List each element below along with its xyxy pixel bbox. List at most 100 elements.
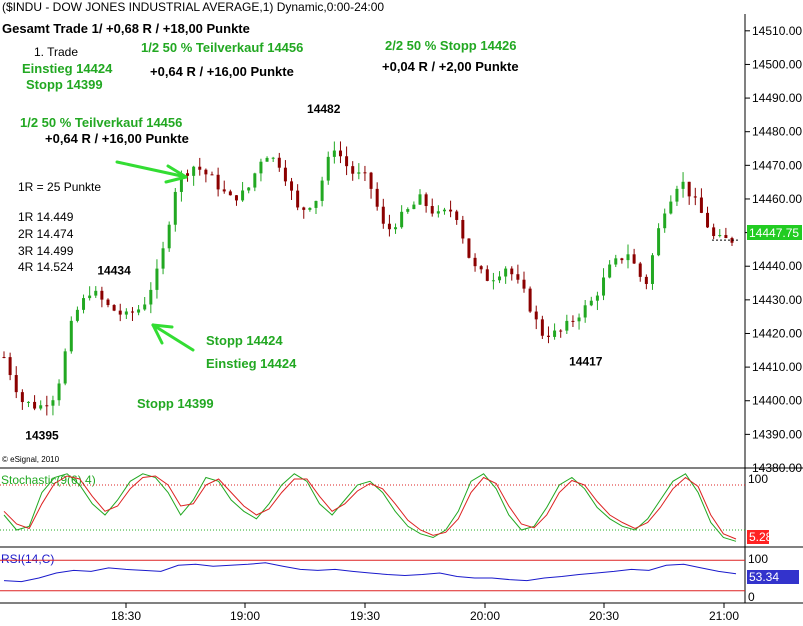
candle-body [583, 305, 587, 318]
candle-body [706, 212, 710, 228]
candle-body [418, 194, 422, 205]
rsi-tick-100: 100 [748, 552, 768, 566]
arrow-to-exit [115, 160, 188, 184]
candle-body [589, 300, 593, 306]
candle-body [473, 257, 477, 267]
candle-body [106, 299, 110, 306]
candle-body [693, 196, 697, 198]
candle-body [2, 357, 6, 359]
candle-body [375, 188, 379, 207]
candle-body [320, 180, 324, 201]
candle-body [20, 392, 24, 403]
candle-body [314, 200, 318, 208]
candle-body [455, 211, 459, 220]
candle-body [124, 311, 128, 315]
last-price-value: 14447.75 [749, 226, 799, 240]
candle-body [663, 213, 667, 229]
rsi-tick-0: 0 [748, 590, 755, 604]
candle-body [186, 173, 190, 176]
candle-body [8, 357, 12, 376]
price-tick-label: 14440.00 [752, 259, 802, 273]
candle-body [644, 276, 648, 284]
time-tick-label: 19:30 [350, 609, 380, 623]
candle-body [412, 204, 416, 210]
candle-body [26, 401, 30, 403]
price-tick-label: 14460.00 [752, 192, 802, 206]
candle-body [241, 190, 245, 201]
extreme-label: 14417 [569, 355, 603, 369]
partial-a-result: +0,64 R / +16,00 Punkte [150, 64, 294, 79]
candle-body [657, 228, 661, 256]
candle-body [247, 187, 251, 191]
candle-body [387, 223, 391, 230]
candle-body [14, 375, 18, 393]
price-tick-label: 14500.00 [752, 57, 802, 71]
partial-b-result: +0,64 R / +16,00 Punkte [45, 131, 189, 146]
candle-body [632, 254, 636, 264]
candle-body [528, 288, 532, 312]
candle-body [51, 400, 55, 406]
candle-body [112, 305, 116, 311]
candle-body [620, 258, 624, 261]
candle-body [351, 166, 355, 174]
partial-b-label: 1/2 50 % Teilverkauf 14456 [20, 115, 182, 130]
candle-body [510, 268, 514, 275]
candle-body [614, 258, 618, 265]
candle-body [283, 167, 287, 182]
candle-body [332, 150, 336, 157]
price-tick-label: 14380.00 [752, 461, 802, 475]
candle-body [88, 295, 92, 299]
time-tick-label: 18:30 [111, 609, 141, 623]
candle-body [602, 277, 606, 296]
candle-body [571, 320, 575, 322]
candle-body [400, 211, 404, 228]
stoch-value-tag: 5.28 [747, 530, 773, 544]
candle-body [137, 309, 141, 313]
time-axis: 18:30 19:00 19:30 20:00 20:30 21:00 [111, 603, 739, 623]
candle-body [118, 310, 122, 315]
stop-1-label: Stopp 14399 [26, 77, 103, 92]
last-price-tag: 14447.75 [747, 225, 802, 240]
candle-body [338, 150, 342, 157]
watermark: © eSignal, 2010 [2, 455, 60, 464]
candle-body [436, 211, 440, 214]
candle-body [228, 191, 232, 196]
price-tick-label: 14510.00 [752, 24, 802, 38]
candle-body [259, 161, 263, 174]
candle-body [540, 319, 544, 336]
candle-body [650, 255, 654, 284]
time-tick-label: 20:00 [470, 609, 500, 623]
candle-body [430, 206, 434, 214]
candle-body [45, 405, 49, 407]
stochastic-panel [0, 473, 745, 542]
candle-body [100, 290, 104, 300]
candle-body [130, 311, 134, 313]
price-tick-label: 14430.00 [752, 293, 802, 307]
candle-body [559, 330, 563, 332]
stoch-series-line [3, 473, 737, 542]
candle-body [534, 311, 538, 320]
stoch-tick-100: 100 [748, 472, 768, 486]
stop-3-label: Stopp 14399 [137, 396, 214, 411]
candle-body [63, 351, 67, 384]
candle-body [82, 298, 86, 310]
candle-body [577, 317, 581, 322]
arrow-to-entry [151, 323, 195, 352]
stoch-series-line [3, 475, 737, 540]
chart-header: ($INDU - DOW JONES INDUSTRIAL AVERAGE,1)… [2, 0, 384, 14]
candle-body [277, 157, 281, 168]
candle-body [290, 181, 294, 191]
rsi-last-value: 53.34 [749, 570, 779, 584]
extreme-label: 14395 [25, 429, 59, 443]
candle-body [491, 280, 495, 282]
candle-body [381, 206, 385, 224]
candle-body [394, 227, 398, 230]
candle-body [222, 189, 226, 192]
extreme-label: 14434 [97, 263, 131, 277]
extreme-labels: 14395 14434 14482 14417 [25, 102, 603, 443]
candle-body [143, 304, 147, 310]
extreme-label: 14482 [307, 102, 341, 116]
stop-2-label: Stopp 14424 [206, 333, 283, 348]
candle-body [345, 156, 349, 167]
